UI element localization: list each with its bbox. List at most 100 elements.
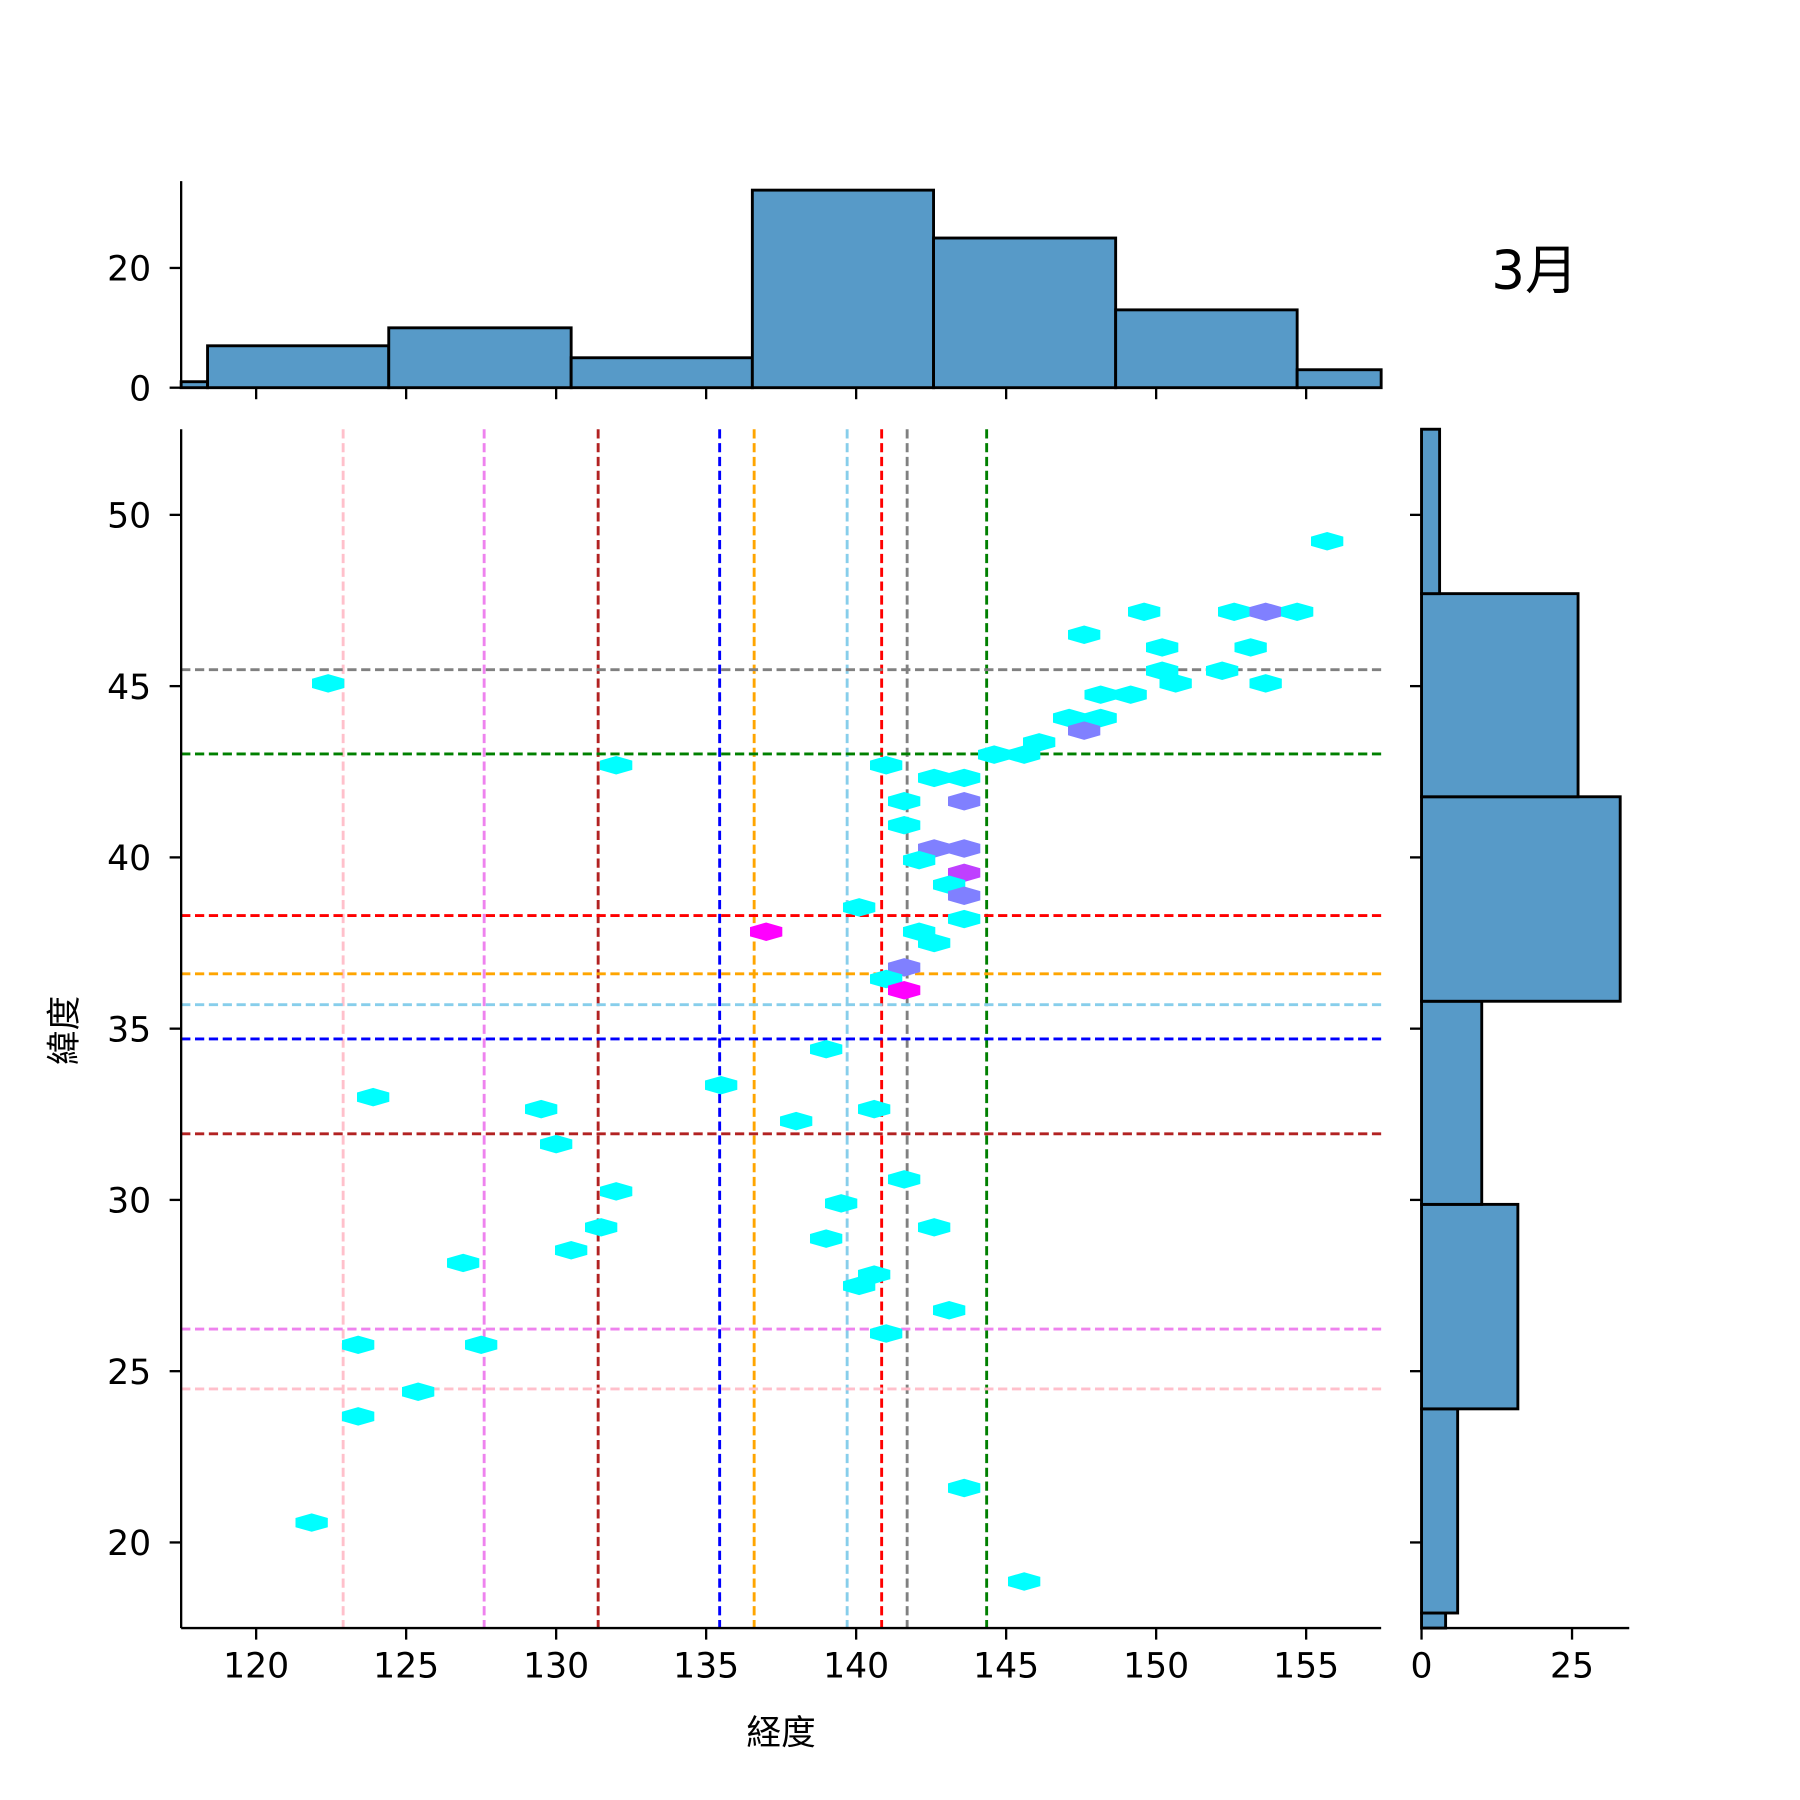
histogram-bar — [1420, 795, 1622, 1003]
hexbin-cell — [1114, 685, 1147, 704]
hexbin-cell — [1218, 602, 1251, 622]
hexbin-cell — [312, 674, 345, 693]
axes: 120 125 130 135 140 145 150 155 20 25 30 35 40 45 50 0 2… — [107, 181, 1630, 1687]
hexbin-cell — [948, 886, 981, 905]
hexbin-cell — [1249, 602, 1282, 622]
hexbin-cell — [888, 1170, 921, 1189]
hexbin-cell — [1068, 625, 1101, 644]
x-tick-label: 120 — [223, 1647, 289, 1687]
hexbin-cell — [1068, 721, 1101, 740]
x-tick-label: 135 — [673, 1647, 739, 1687]
histogram-bar — [1114, 308, 1299, 390]
reference-lines — [181, 429, 1382, 1629]
hexbin-cell — [918, 768, 951, 788]
x-tick-label: 130 — [523, 1647, 589, 1687]
hexbin-cell — [870, 756, 903, 775]
hexbin-cell — [600, 1182, 633, 1201]
y-tick-label: 30 — [107, 1182, 151, 1222]
y-tick-label: 40 — [107, 839, 151, 879]
hexbin-cell — [1008, 745, 1041, 764]
x-axis-label: 経度 — [747, 1714, 816, 1754]
hexbin-cell — [1008, 1572, 1041, 1591]
hexbin-cell — [978, 745, 1011, 764]
hexbin-cell — [948, 791, 981, 811]
hexbin-cell — [918, 1218, 951, 1237]
hexbin-cell — [948, 863, 981, 883]
hexbin-cell — [888, 791, 921, 811]
x-tick-label: 140 — [823, 1647, 889, 1687]
hexbin-cell — [1128, 602, 1161, 622]
hexbin-cell — [1146, 638, 1179, 657]
histogram-bar — [750, 188, 935, 390]
top-hist-y-tick-label: 0 — [129, 369, 151, 409]
hexbin-cell — [585, 1218, 618, 1237]
hexbin-cell — [870, 1324, 903, 1343]
histogram-bar — [1420, 592, 1580, 799]
hexbin-cell — [357, 1087, 390, 1107]
hexbin-cell — [843, 898, 876, 917]
histogram-bar — [1295, 368, 1383, 390]
hexbin-cell — [903, 850, 936, 870]
histogram-bar — [206, 344, 391, 390]
y-tick-label: 25 — [107, 1353, 151, 1393]
hexbin-cell — [858, 1099, 891, 1119]
hexbin-cell — [825, 1194, 858, 1213]
histogram-bar — [1420, 1202, 1520, 1411]
hexbin-cell — [295, 1513, 328, 1532]
hexbin-cell — [870, 969, 903, 989]
y-tick-label: 20 — [107, 1524, 151, 1564]
hexbin-cell — [948, 839, 981, 858]
hexbin-cell — [1146, 661, 1179, 680]
histogram-bar — [1420, 1611, 1448, 1630]
histogram-bar — [1420, 1407, 1460, 1615]
x-tick-label: 155 — [1273, 1647, 1339, 1687]
hexbin-cell — [525, 1099, 558, 1119]
hexbin-cell — [948, 768, 981, 788]
hexbin-cell — [750, 922, 783, 941]
top-hist-y-tick-label: 20 — [107, 250, 151, 290]
hexbin-cell — [342, 1335, 375, 1355]
hexbin-cell — [948, 909, 981, 929]
histogram-bar — [387, 326, 573, 390]
histogram-bar — [1420, 427, 1442, 596]
histogram-bar — [569, 356, 754, 390]
hexbin-cell — [918, 933, 951, 953]
hexbin-cell — [1234, 638, 1267, 657]
hexbin-cell — [1249, 674, 1282, 693]
x-tick-label: 145 — [973, 1647, 1039, 1687]
hexbin-cell — [342, 1407, 375, 1426]
x-tick-label: 150 — [1123, 1647, 1189, 1687]
hexbin-cell — [1084, 685, 1117, 704]
hexbin-cell — [810, 1229, 843, 1248]
hexbin-cell — [555, 1241, 588, 1260]
hexbin-cell — [780, 1111, 813, 1131]
hexbin-cell — [540, 1134, 573, 1154]
hexbin-cell — [402, 1382, 435, 1401]
hexbin-cell — [1023, 733, 1056, 752]
hexbin-cell — [1159, 674, 1192, 693]
hexbin-cell — [705, 1075, 738, 1095]
hexbin-cell — [933, 1300, 966, 1320]
hexbin-layer — [295, 532, 1344, 1591]
chart-title: 3月 — [1491, 239, 1578, 301]
right-hist-x-tick-label: 25 — [1550, 1647, 1594, 1687]
hexbin-cell — [465, 1335, 498, 1355]
hexbin-cell — [1053, 708, 1086, 728]
hexbin-cell — [1311, 532, 1344, 551]
right-hist-x-tick-label: 0 — [1411, 1647, 1433, 1687]
histogram-bar — [932, 236, 1118, 390]
hexbin-cell — [1206, 661, 1239, 680]
hexbin-cell — [1281, 602, 1314, 622]
hexbin-cell — [888, 981, 921, 1000]
x-tick-label: 125 — [373, 1647, 439, 1687]
y-tick-label: 35 — [107, 1010, 151, 1050]
y-tick-label: 45 — [107, 668, 151, 708]
hexbin-cell — [843, 1276, 876, 1296]
hexbin-cell — [1084, 708, 1117, 728]
top-histogram — [179, 188, 1383, 390]
hexbin-cell — [810, 1039, 843, 1059]
hexbin-cell — [888, 815, 921, 835]
y-axis-label: 緯度 — [45, 996, 85, 1065]
right-histogram — [1420, 427, 1622, 1630]
